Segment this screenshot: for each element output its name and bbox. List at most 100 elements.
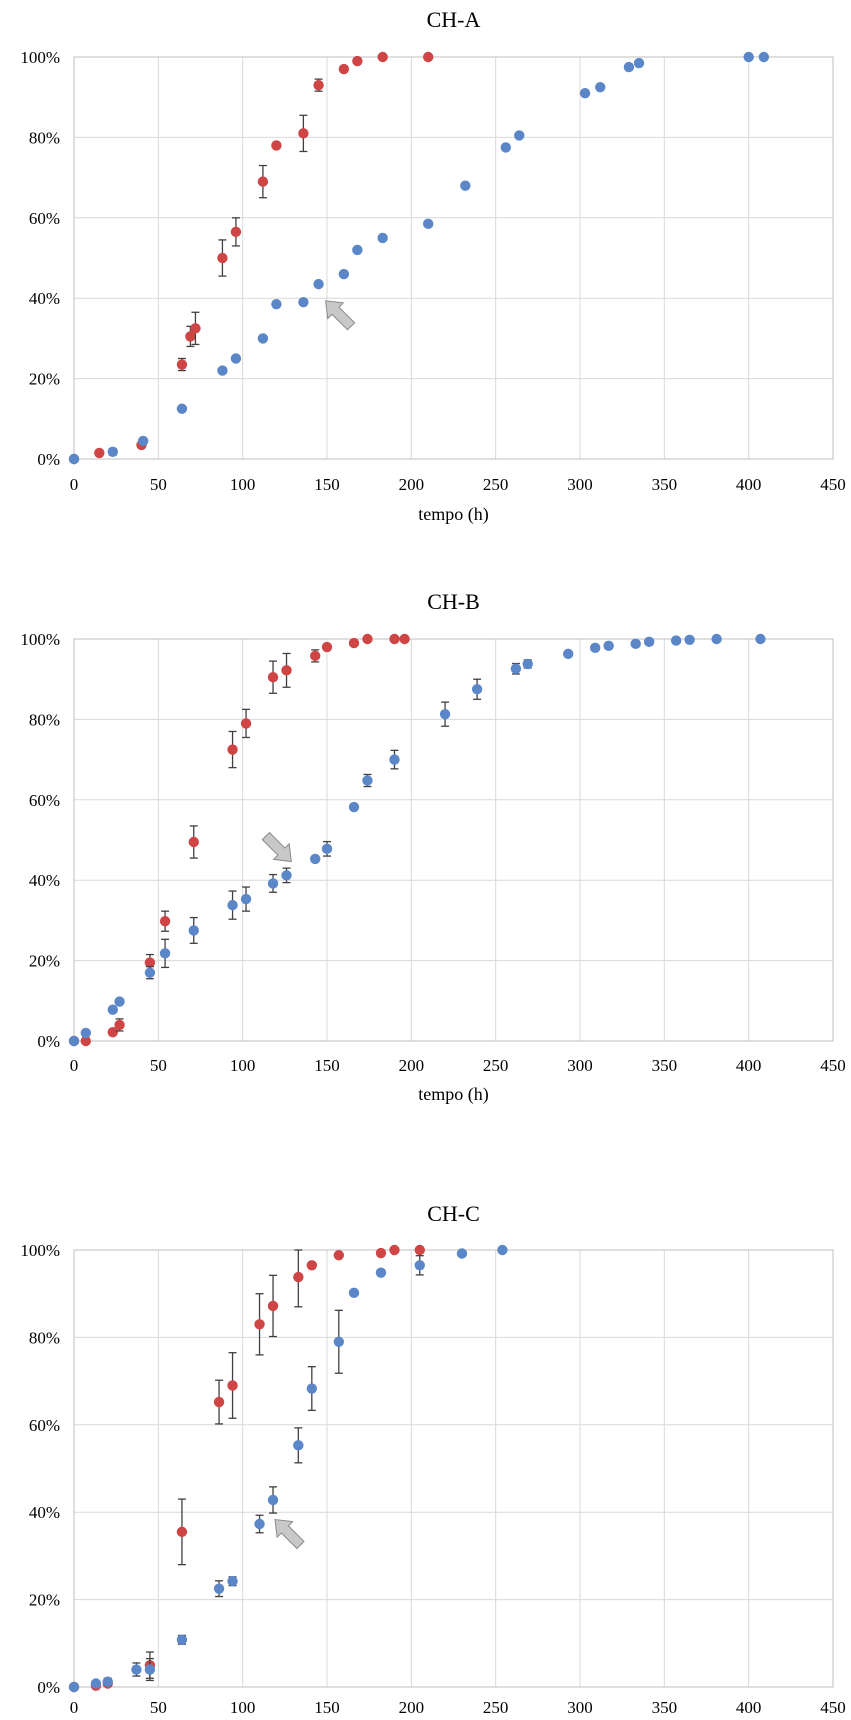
data-point-red	[389, 1244, 400, 1256]
arrow-shape	[274, 1518, 305, 1550]
data-point-red	[254, 1319, 265, 1330]
series-red	[68, 1244, 425, 1693]
data-point-blue	[510, 663, 522, 674]
x-tick-label: 250	[483, 475, 509, 494]
data-point-blue	[188, 925, 199, 936]
y-tick-label: 0%	[37, 1678, 60, 1697]
data-point-red	[257, 176, 269, 187]
data-point-blue	[68, 453, 80, 465]
y-tick-label: 100%	[20, 48, 60, 67]
series-blue	[68, 633, 766, 1047]
data-point-red	[321, 641, 333, 653]
chart-ch-a-container: CH-A 0% 20% 40% 60% 80% 100% 0 50 100 150 200 250 300…	[0, 0, 851, 530]
x-tick-label: 400	[736, 1698, 762, 1717]
data-point-blue	[68, 1035, 80, 1047]
chart-title-ch-c: CH-C	[427, 1201, 480, 1226]
data-point-blue	[497, 1244, 508, 1256]
data-point-blue	[313, 278, 324, 290]
x-axis-label: tempo (h)	[418, 1084, 488, 1105]
x-tick-label: 50	[150, 1698, 167, 1717]
x-tick-label: 350	[652, 475, 678, 494]
data-point-blue	[755, 633, 766, 645]
data-point-blue	[595, 81, 606, 93]
data-point-red	[348, 637, 360, 649]
series-red	[68, 51, 434, 465]
data-point-blue	[227, 1576, 238, 1587]
data-point-blue	[711, 633, 722, 645]
x-tick-label: 150	[314, 1698, 340, 1717]
y-tick-label: 20%	[29, 370, 60, 389]
x-axis-label: tempo (h)	[418, 504, 488, 525]
chart-ch-c-container: CH-C 0% 20% 40% 60% 80% 100% 0 50 100 150 200 250 300…	[0, 1190, 851, 1720]
x-tick-label: 400	[736, 1056, 762, 1075]
data-point-blue	[257, 333, 269, 344]
data-point-red	[240, 718, 252, 729]
data-point-blue	[281, 870, 292, 881]
x-tick-label: 0	[70, 475, 79, 494]
x-tick-label: 150	[314, 475, 340, 494]
y-tick-label: 40%	[29, 1503, 60, 1522]
data-point-red	[333, 1250, 345, 1261]
y-tick-label: 0%	[37, 1032, 60, 1051]
data-point-red	[281, 665, 292, 676]
data-point-red	[389, 633, 400, 645]
x-tick-label: 50	[150, 1056, 167, 1075]
series-blue	[68, 51, 770, 465]
data-point-red	[217, 252, 228, 264]
data-point-blue	[176, 1634, 188, 1646]
y-tick-label: 100%	[20, 630, 60, 649]
data-point-red	[423, 51, 434, 63]
plot-area-frame	[73, 1249, 834, 1688]
data-point-red	[313, 79, 324, 91]
x-tick-label: 100	[230, 475, 256, 494]
data-point-blue	[114, 996, 125, 1007]
x-tick-label: 250	[483, 1698, 509, 1717]
data-point-blue	[306, 1383, 318, 1394]
data-point-blue	[562, 648, 574, 660]
x-tick-label: 200	[399, 475, 425, 494]
series-blue	[68, 1244, 508, 1693]
data-point-red	[267, 1300, 279, 1312]
data-point-red	[309, 650, 321, 662]
data-point-blue	[107, 446, 118, 457]
data-point-red	[185, 331, 196, 342]
data-point-red	[298, 128, 309, 139]
data-point-blue	[623, 61, 635, 73]
data-point-blue	[80, 1027, 92, 1039]
x-tick-label: 250	[483, 1056, 509, 1075]
arrow-shape	[261, 831, 292, 863]
data-point-blue	[439, 708, 451, 720]
chart-ch-b: CH-B 0% 20% 40% 60% 80% 100% 0 50 100 150 200 250 300…	[20, 589, 846, 1105]
data-point-blue	[643, 636, 655, 648]
data-point-blue	[90, 1678, 102, 1689]
data-point-blue	[309, 853, 321, 865]
data-point-blue	[144, 967, 156, 978]
data-point-blue	[254, 1518, 265, 1530]
data-point-blue	[176, 403, 188, 414]
x-tick-label: 450	[820, 1056, 846, 1075]
y-tick-label: 60%	[29, 1416, 60, 1435]
data-point-blue	[227, 899, 238, 911]
y-tick-label: 80%	[29, 128, 60, 147]
plot-area-frame	[73, 56, 834, 460]
data-point-blue	[377, 232, 388, 244]
data-point-blue	[743, 51, 754, 63]
data-point-blue	[348, 1287, 360, 1299]
x-tick-label: 400	[736, 475, 762, 494]
data-point-blue	[352, 244, 363, 256]
arrow-shape	[325, 300, 356, 331]
data-point-red	[176, 1526, 188, 1538]
y-tick-label: 0%	[37, 450, 60, 469]
data-point-blue	[131, 1664, 142, 1675]
data-point-red	[159, 916, 171, 927]
x-tick-label: 150	[314, 1056, 340, 1075]
x-tick-label: 0	[70, 1056, 79, 1075]
data-point-red	[227, 744, 238, 755]
data-point-red	[227, 1380, 238, 1391]
data-point-blue	[267, 1494, 279, 1506]
data-point-blue	[630, 638, 641, 650]
chart-ch-b-container: CH-B 0% 20% 40% 60% 80% 100% 0 50 100 150 200 250 300…	[0, 580, 851, 1110]
data-point-blue	[107, 1004, 118, 1015]
data-point-red	[338, 63, 350, 75]
data-point-blue	[137, 435, 149, 447]
